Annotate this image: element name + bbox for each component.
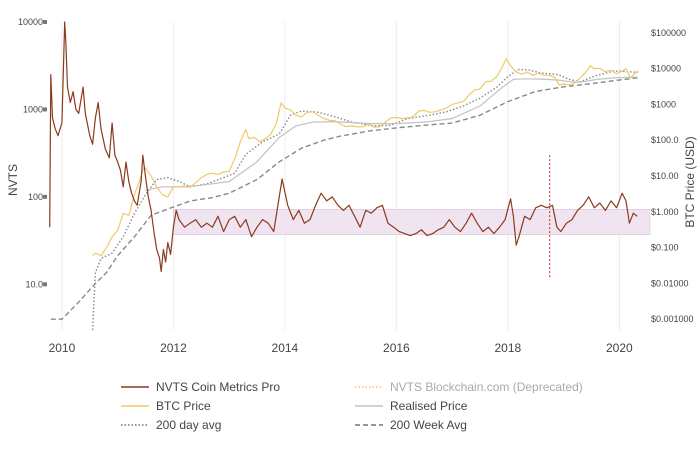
series-lines <box>49 21 639 331</box>
x-tick-label: 2010 <box>49 341 76 355</box>
x-tick-label: 2016 <box>383 341 410 355</box>
x-tick-label: 2012 <box>160 341 187 355</box>
y-left-tick-mark <box>43 282 47 287</box>
y-left-tick-label: 1000 <box>23 104 43 114</box>
y-right-ticks: $100000 $10000 $1000 $100.0 $10.00 $1.000 $0.1… <box>651 28 694 324</box>
x-tick-label: 2014 <box>272 341 299 355</box>
series-line-realised-price <box>145 76 638 191</box>
legend-item-label[interactable]: Realised Price <box>390 399 468 413</box>
series-line-btc-price <box>92 58 639 257</box>
y-left-axis-title: NVTS <box>6 164 20 196</box>
legend-item-label[interactable]: NVTS Coin Metrics Pro <box>156 380 280 394</box>
y-right-tick-label: $10.00 <box>651 171 679 181</box>
series-line-nvts-coin-metrics-pro <box>49 21 638 273</box>
y-right-tick-label: $100000 <box>651 28 686 38</box>
y-left-tick-label: 10000 <box>18 17 43 27</box>
y-left-ticks: 10000 1000 100 10.0 <box>18 17 47 289</box>
legend[interactable]: NVTS Coin Metrics Pro NVTS Blockchain.com… <box>121 380 583 432</box>
legend-item-label[interactable]: 200 Week Avg <box>390 418 467 432</box>
x-tick-label: 2020 <box>606 341 633 355</box>
y-right-tick-label: $10000 <box>651 64 681 74</box>
y-right-tick-label: $0.100 <box>651 243 679 253</box>
y-right-tick-label: $1.000 <box>651 207 679 217</box>
nvts-band <box>173 209 651 235</box>
y-right-tick-label: $100.0 <box>651 135 679 145</box>
y-left-tick-mark <box>43 20 47 24</box>
y-right-axis-title: BTC Price (USD) <box>683 136 697 227</box>
y-left-tick-mark <box>43 194 47 199</box>
y-right-tick-label: $0.001000 <box>651 314 694 324</box>
series-line-200-day-avg <box>91 68 638 331</box>
legend-item-label[interactable]: 200 day avg <box>156 418 221 432</box>
x-tick-label: 2018 <box>495 341 522 355</box>
y-left-tick-label: 10.0 <box>25 279 43 289</box>
y-right-tick-label: $0.01000 <box>651 278 689 288</box>
legend-item-label[interactable]: BTC Price <box>156 399 211 413</box>
y-left-tick-mark <box>43 107 47 112</box>
nvts-range-band <box>173 209 651 235</box>
y-right-tick-label: $1000 <box>651 99 676 109</box>
y-left-tick-label: 100 <box>28 192 43 202</box>
x-axis-ticks: 2010 2012 2014 2016 2018 2020 <box>49 341 633 355</box>
legend-item-label[interactable]: NVTS Blockchain.com (Deprecated) <box>390 380 583 394</box>
gridlines <box>61 22 620 330</box>
